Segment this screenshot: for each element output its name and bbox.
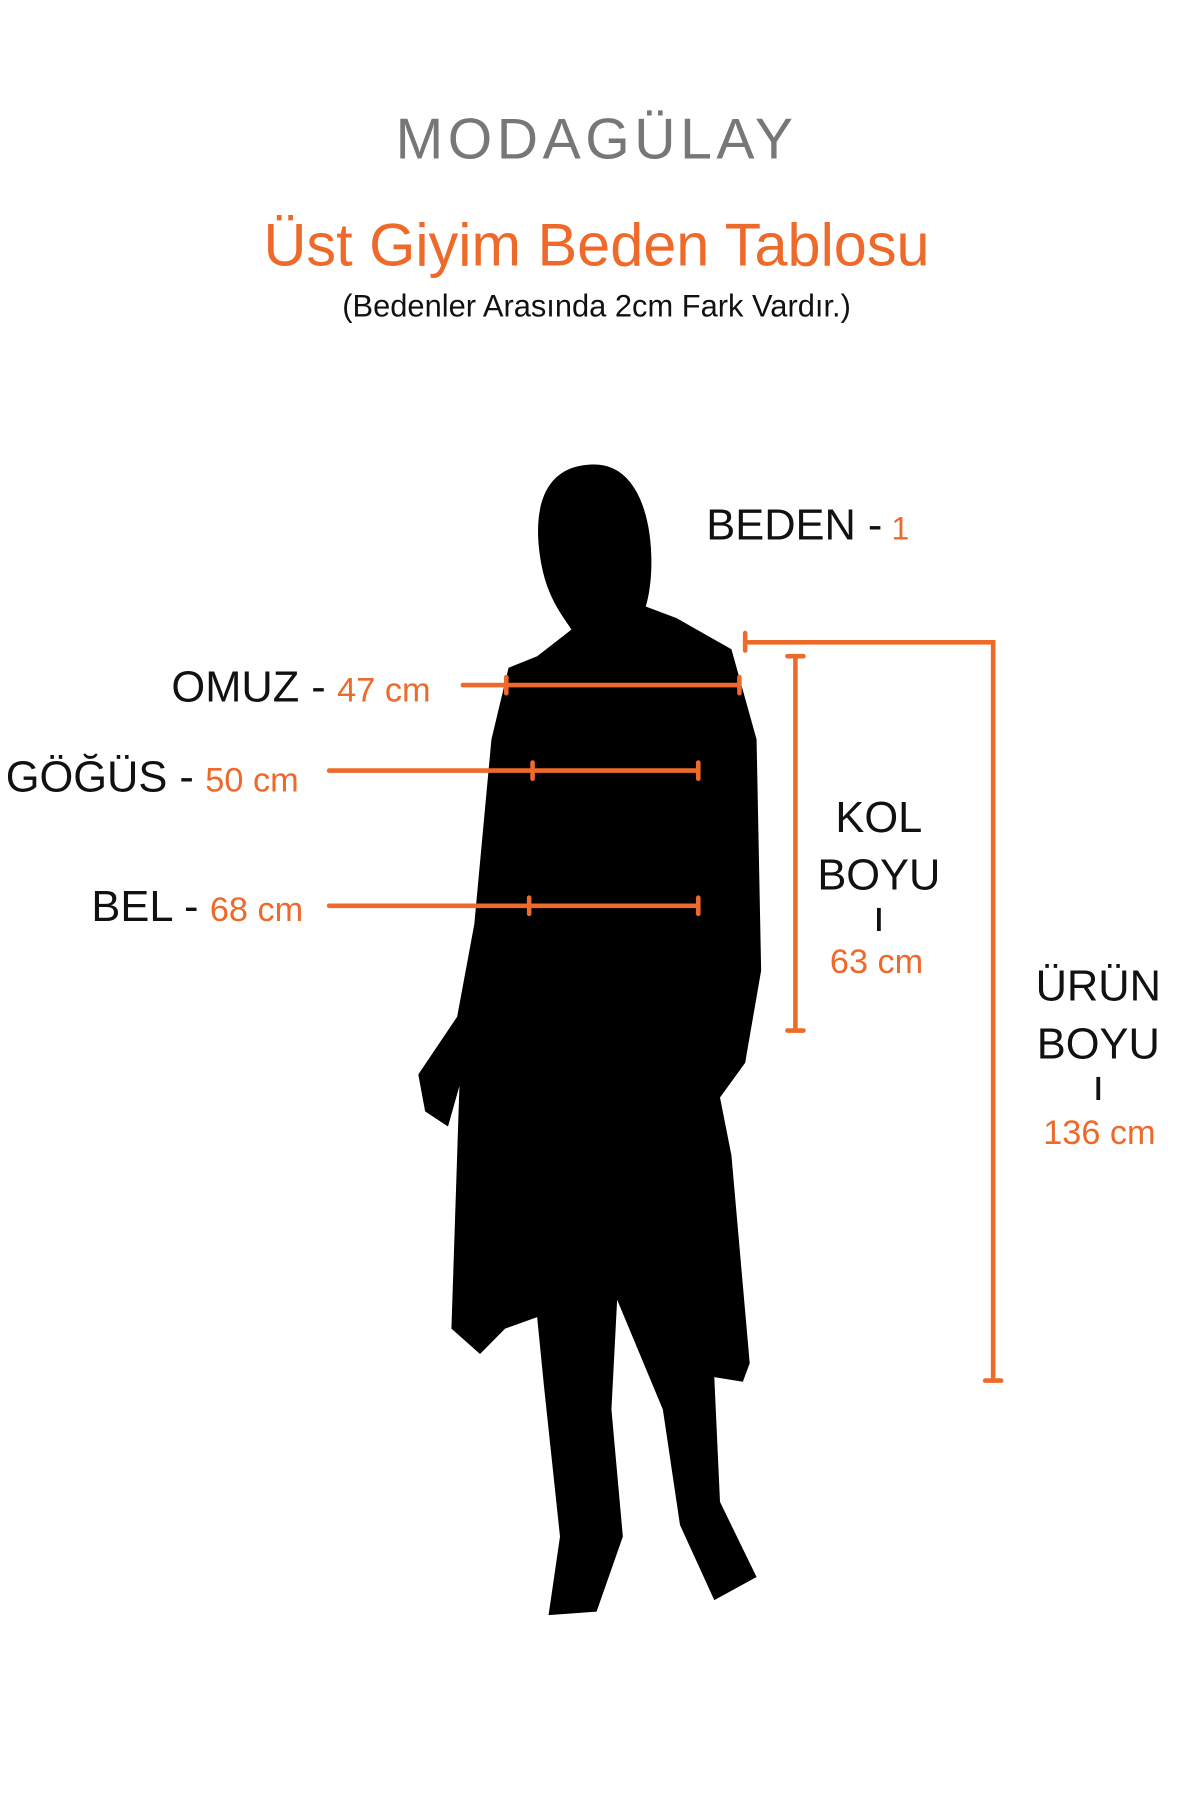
svg-text:OMUZ -47 cm: OMUZ - 47 cm — [171, 662, 430, 711]
sleeve-separator: ı — [873, 892, 885, 941]
size-label-text: BEDEN - — [706, 500, 882, 549]
silhouette-figure — [418, 464, 762, 1616]
svg-text:BEDEN -1: BEDEN - 1 — [706, 500, 909, 549]
chest-value: 50 cm — [205, 761, 298, 799]
chest-line — [326, 760, 701, 782]
shoulder-measure: OMUZ - 47 cm — [171, 662, 742, 711]
sleeve-line — [785, 653, 806, 1033]
length-label-2: BOYU — [1037, 1019, 1160, 1068]
sleeve-value: 63 cm — [830, 943, 923, 981]
shoulder-label: OMUZ - — [171, 662, 325, 711]
shoulder-value: 47 cm — [337, 671, 430, 709]
page-subtitle: (Bedenler Arasında 2cm Fark Vardır.) — [342, 288, 851, 323]
sleeve-measure: KOL BOYU ı 63 cm — [785, 653, 940, 1033]
sleeve-label-2: BOYU — [817, 850, 940, 899]
length-measure: ÜRÜN BOYU ı 136 cm — [742, 630, 1161, 1383]
waist-measure: BEL - 68 cm — [91, 882, 701, 931]
waist-line — [326, 895, 701, 917]
length-value: 136 cm — [1043, 1114, 1155, 1152]
svg-text:BEL -68 cm: BEL - 68 cm — [91, 882, 303, 931]
waist-value: 68 cm — [210, 891, 303, 929]
sleeve-label-1: KOL — [835, 793, 922, 842]
svg-text:GÖĞÜS -50 cm: GÖĞÜS - 50 cm — [6, 752, 299, 801]
shoulder-line — [460, 674, 742, 696]
length-line — [742, 630, 1004, 1383]
length-label-1: ÜRÜN — [1036, 961, 1161, 1010]
chest-measure: GÖĞÜS - 50 cm — [6, 752, 701, 801]
size-value: 1 — [892, 510, 910, 546]
waist-label: BEL - — [91, 882, 198, 931]
brand-logo: MODAGÜLAY — [396, 107, 798, 171]
page-title: Üst Giyim Beden Tablosu — [264, 211, 930, 278]
chest-label: GÖĞÜS - — [6, 752, 194, 801]
length-separator: ı — [1092, 1061, 1104, 1110]
size-label: BEDEN - 1 — [706, 500, 909, 549]
